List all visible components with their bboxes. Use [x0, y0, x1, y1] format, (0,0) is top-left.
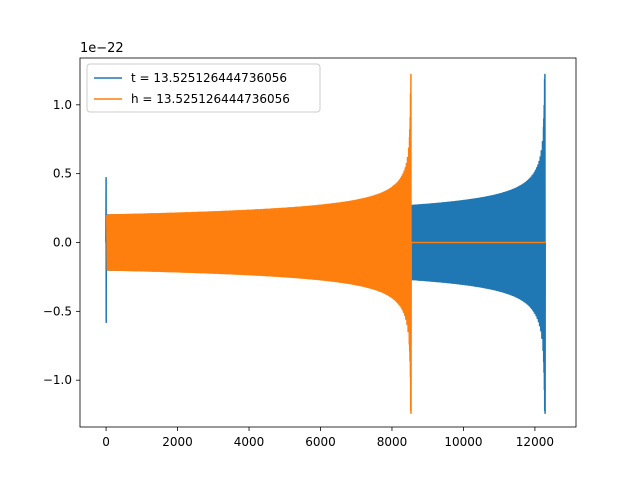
legend-label-h: h = 13.525126444736056 [131, 92, 290, 106]
y-tick-label: −1.0 [43, 373, 72, 387]
y-tick-label: 1.0 [53, 98, 72, 112]
x-tick-label: 0 [102, 435, 110, 449]
x-tick-label: 8000 [377, 435, 408, 449]
legend-label-t: t = 13.525126444736056 [131, 71, 287, 85]
y-offset-label: 1e−22 [80, 41, 124, 56]
x-tick-label: 6000 [305, 435, 336, 449]
legend-box [86, 63, 321, 113]
plot-area [105, 73, 546, 414]
y-tick-label: 0.0 [53, 236, 72, 250]
x-tick-label: 4000 [234, 435, 265, 449]
x-tick-label: 10000 [444, 435, 482, 449]
legend: t = 13.525126444736056 h = 13.52512644473… [86, 63, 321, 113]
y-tick-label: −0.5 [43, 304, 72, 318]
series-layer [105, 73, 546, 414]
y-tick-label: 0.5 [53, 167, 72, 181]
series-line-h [106, 73, 546, 414]
x-tick-label: 2000 [162, 435, 193, 449]
x-tick-label: 12000 [516, 435, 554, 449]
y-axis-ticks: −1.0 −0.5 0.0 0.5 1.0 [43, 98, 80, 387]
x-axis-ticks: 0 2000 4000 6000 8000 10000 12000 [102, 427, 554, 449]
